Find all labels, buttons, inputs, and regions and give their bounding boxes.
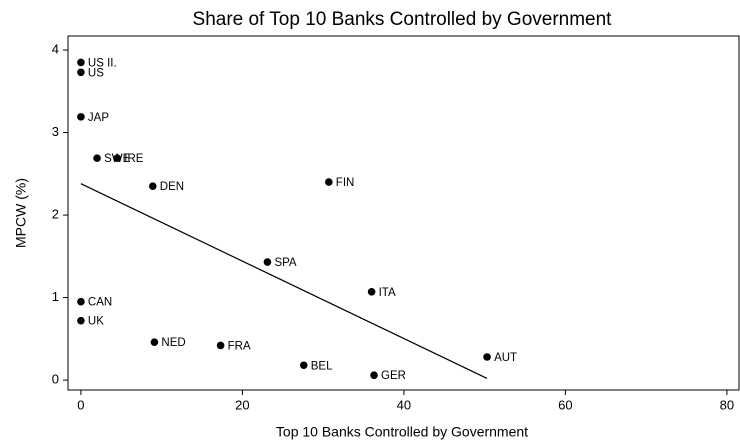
y-tick-label: 1 [52, 289, 59, 304]
x-tick-label: 60 [558, 397, 572, 412]
point [113, 154, 122, 162]
point-label: UK [88, 316, 104, 328]
point-label: BEL [311, 360, 333, 372]
point [370, 371, 378, 379]
point [367, 288, 376, 296]
y-axis-title: MPCW (%) [13, 178, 29, 248]
point-label: US [88, 67, 104, 79]
fit-line [80, 183, 488, 379]
point-label: CAN [88, 297, 112, 309]
point [150, 338, 159, 346]
y-tick-label: 4 [52, 41, 59, 56]
point [325, 178, 333, 186]
point [77, 113, 85, 121]
point-label: FRA [228, 340, 251, 352]
x-tick-label: 40 [397, 397, 411, 412]
x-tick-label: 0 [77, 397, 84, 412]
y-tick-label: 2 [52, 207, 59, 222]
point [216, 341, 225, 350]
point-label: SPA [274, 257, 296, 269]
point [299, 361, 308, 370]
point-label: FIN [336, 177, 355, 189]
point [77, 297, 85, 306]
x-axis-title: Top 10 Banks Controlled by Government [276, 424, 528, 440]
point [77, 58, 85, 67]
point [263, 258, 272, 266]
point-label: AUT [494, 352, 517, 364]
y-tick-label: 3 [52, 124, 59, 139]
point [77, 316, 85, 325]
point-label: GER [381, 370, 406, 382]
point [77, 68, 85, 77]
point [93, 154, 101, 162]
point-label: IRE [124, 153, 144, 165]
x-tick-label: 80 [720, 397, 734, 412]
y-tick-label: 0 [52, 372, 59, 387]
point-label: US II. [88, 57, 117, 69]
point-label: DEN [160, 181, 184, 193]
chart-title: Share of Top 10 Banks Controlled by Gove… [193, 9, 613, 30]
x-tick-label: 20 [235, 397, 249, 412]
point-label: ITA [379, 287, 396, 299]
point [148, 182, 157, 190]
point-label: JAP [88, 112, 109, 124]
point [483, 353, 491, 361]
point-label: NED [161, 337, 185, 349]
